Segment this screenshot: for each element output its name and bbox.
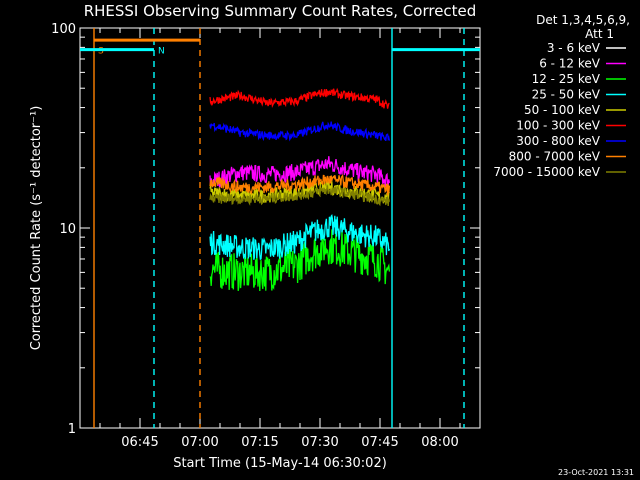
- x-axis-label: Start Time (15-May-14 06:30:02): [173, 456, 387, 471]
- detector-info-line-2: Att 1: [585, 27, 614, 41]
- series-line: [209, 80, 391, 101]
- series-line: [209, 214, 391, 261]
- series-line: [209, 156, 391, 188]
- x-tick-label: 07:30: [301, 435, 338, 450]
- series-line: [209, 121, 391, 142]
- y-tick-label: 1: [68, 422, 76, 437]
- legend-label: 25 - 50 keV: [532, 88, 601, 102]
- time-marker-label: N: [158, 47, 165, 57]
- series-line: [209, 229, 391, 292]
- series-line: [209, 174, 391, 196]
- legend-label: 300 - 800 keV: [516, 134, 600, 148]
- legend-label: 7000 - 15000 keV: [493, 165, 600, 179]
- x-tick-label: 07:15: [241, 435, 278, 450]
- time-marker-label: S: [98, 47, 104, 57]
- y-tick-label: 100: [51, 22, 76, 37]
- x-tick-label: 06:45: [121, 435, 158, 450]
- data-layer: [209, 80, 391, 292]
- x-tick-label: 08:00: [421, 435, 458, 450]
- legend-label: 3 - 6 keV: [547, 41, 601, 55]
- legend-label: 6 - 12 keV: [539, 57, 601, 71]
- plot-frame: [79, 27, 481, 429]
- footer-date: 23-Oct-2021 13:31: [558, 468, 634, 477]
- chart-title: RHESSI Observing Summary Count Rates, Co…: [84, 2, 477, 20]
- legend-label: 50 - 100 keV: [524, 103, 601, 117]
- y-axis-label: Corrected Count Rate (s⁻¹ detector⁻¹): [29, 106, 44, 351]
- y-tick-label: 10: [59, 222, 76, 237]
- legend-label: 100 - 300 keV: [516, 119, 600, 133]
- x-tick-label: 07:00: [181, 435, 218, 450]
- detector-info-line-1: Det 1,3,4,5,6,9,: [536, 13, 630, 27]
- legend-label: 800 - 7000 keV: [509, 150, 601, 164]
- legend-label: 12 - 25 keV: [532, 72, 601, 86]
- axes: 1 10 100 06:45 07:00 07:15 07:30 07:45 08:00: [51, 22, 481, 450]
- x-tick-label: 07:45: [361, 435, 398, 450]
- series-line: [209, 184, 391, 207]
- series-line: [209, 87, 390, 109]
